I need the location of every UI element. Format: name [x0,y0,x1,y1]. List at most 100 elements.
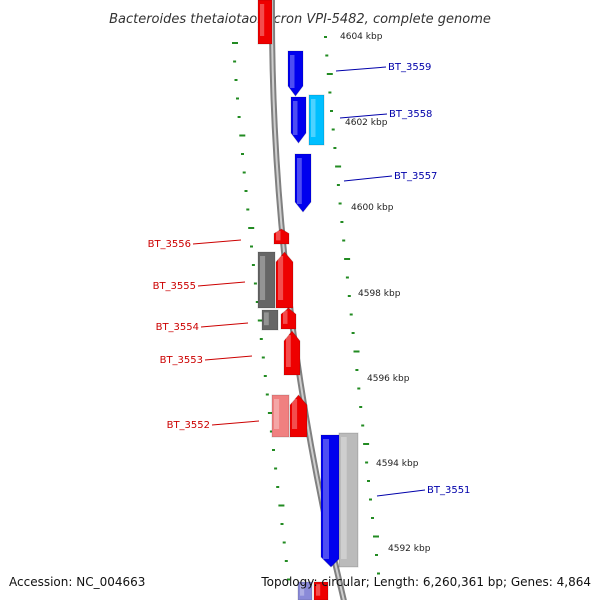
gene-bt3553-highlight [286,335,291,367]
gene-label[interactable]: BT_3554 [156,322,199,333]
track-tick-mark [261,356,265,359]
gene-bt3554-b [280,307,297,330]
track-tick-mark [357,387,361,390]
track-tick-mark [246,208,250,211]
gene-label-leader [204,355,253,361]
track-tick-mark [336,184,340,186]
track-tick-mark [284,560,288,562]
track-tick-mark [345,276,349,279]
track-tick-mark [234,79,238,81]
gene-features [257,0,359,600]
gene-bt3558-a [290,96,307,144]
track-tick-mark [272,449,275,451]
gene-label[interactable]: BT_3552 [167,420,210,431]
gene-label-leader [192,239,242,245]
track-tick-mark [365,461,369,464]
gene-bt3559-highlight [290,55,295,88]
track-tick-mark [236,97,239,100]
track-tick-mark [331,128,335,131]
map-title: Bacteroides thetaiotaomicron VPI-5482, c… [109,12,491,27]
gene-bt3555-a [257,251,276,309]
gene-bt3551-highlight [323,439,329,559]
track-tick-mark [259,338,263,340]
gene-label[interactable]: BT_3551 [427,485,470,496]
right-tick-track [324,36,380,575]
gene-label[interactable]: BT_3555 [153,281,196,292]
gene-top-red-highlight [260,4,265,36]
gene-label-leader [197,281,246,287]
track-tick-mark [371,517,374,519]
track-tick-mark [242,171,246,174]
track-tick-mark [333,147,337,149]
gene-label[interactable]: BT_3556 [148,239,191,250]
track-tick-mark [253,282,257,285]
gene-bt3555-b [275,251,294,309]
track-tick-mark [375,554,378,556]
gene-bt3556 [273,228,290,245]
scale-tick-label: 4604 kbp [340,32,383,42]
gene-labels: BT_3559 BT_3558 BT_3557 BT_3556 BT_3555 BT_35… [148,62,470,497]
track-tick-mark [342,239,346,242]
gene-bt3558-b-highlight [311,99,316,137]
scale-tick-label: 4600 kbp [351,203,394,213]
track-tick-mark [255,301,259,303]
gene-label-leader [335,66,387,72]
track-tick-mark [353,350,360,353]
track-tick-mark [287,578,290,581]
gene-bt3553 [283,330,301,376]
track-tick-mark [328,91,332,94]
track-tick-mark [326,73,333,75]
track-tick-mark [363,443,370,445]
track-tick-mark [282,541,286,544]
track-tick-mark [373,535,379,538]
gene-bt3551-b-highlight [341,437,347,559]
track-tick-mark [265,393,269,396]
gene-label-leader [339,113,388,119]
track-tick-mark [248,227,255,229]
scale-ticks: 4604 kbp 4602 kbp 4600 kbp 4598 kbp 4596 kbp… [340,32,431,554]
track-tick-mark [359,406,363,408]
gene-bt3552-b-highlight [292,399,298,429]
gene-bt3555-b-highlight [278,256,284,300]
track-tick-mark [263,375,267,377]
track-tick-mark [349,313,353,316]
track-tick-mark [324,36,327,38]
track-tick-mark [325,54,329,57]
gene-bt3555-a-highlight [260,256,266,300]
gene-top-red [257,0,273,45]
scale-tick-label: 4592 kbp [388,544,431,554]
track-tick-mark [239,134,246,137]
scale-tick-label: 4598 kbp [358,289,401,299]
track-tick-mark [369,498,372,501]
gene-bt3557-highlight [297,158,302,204]
track-tick-mark [330,110,333,112]
gene-label[interactable]: BT_3559 [388,62,431,73]
gene-bottom-blue-highlight [300,584,305,596]
track-tick-mark [351,332,355,334]
gene-bt3554-a-highlight [264,312,269,326]
gene-label[interactable]: BT_3558 [389,109,432,120]
gene-label[interactable]: BT_3557 [394,171,437,182]
gene-label-leader [200,322,249,328]
gene-bt3554-b-highlight [283,310,288,324]
track-tick-mark [344,258,351,260]
gene-bt3554-a [261,309,279,331]
gene-bt3551 [320,434,342,568]
gene-bt3557 [294,153,312,213]
gene-label-leader [343,175,393,182]
scale-tick-label: 4594 kbp [376,459,419,469]
left-tick-track [232,42,290,581]
track-tick-mark [280,523,284,525]
track-tick-mark [338,202,342,205]
track-tick-mark [257,319,264,322]
gene-bt3556-highlight [276,230,281,241]
gene-bottom-red [313,581,329,600]
track-tick-mark [251,264,255,266]
gene-bottom-red-highlight [316,584,321,596]
gene-bt3558-a-highlight [293,101,298,135]
scale-tick-label: 4596 kbp [367,374,410,384]
track-tick-mark [347,295,351,297]
gene-label[interactable]: BT_3553 [160,355,203,366]
gene-bottom-blue [297,581,313,600]
